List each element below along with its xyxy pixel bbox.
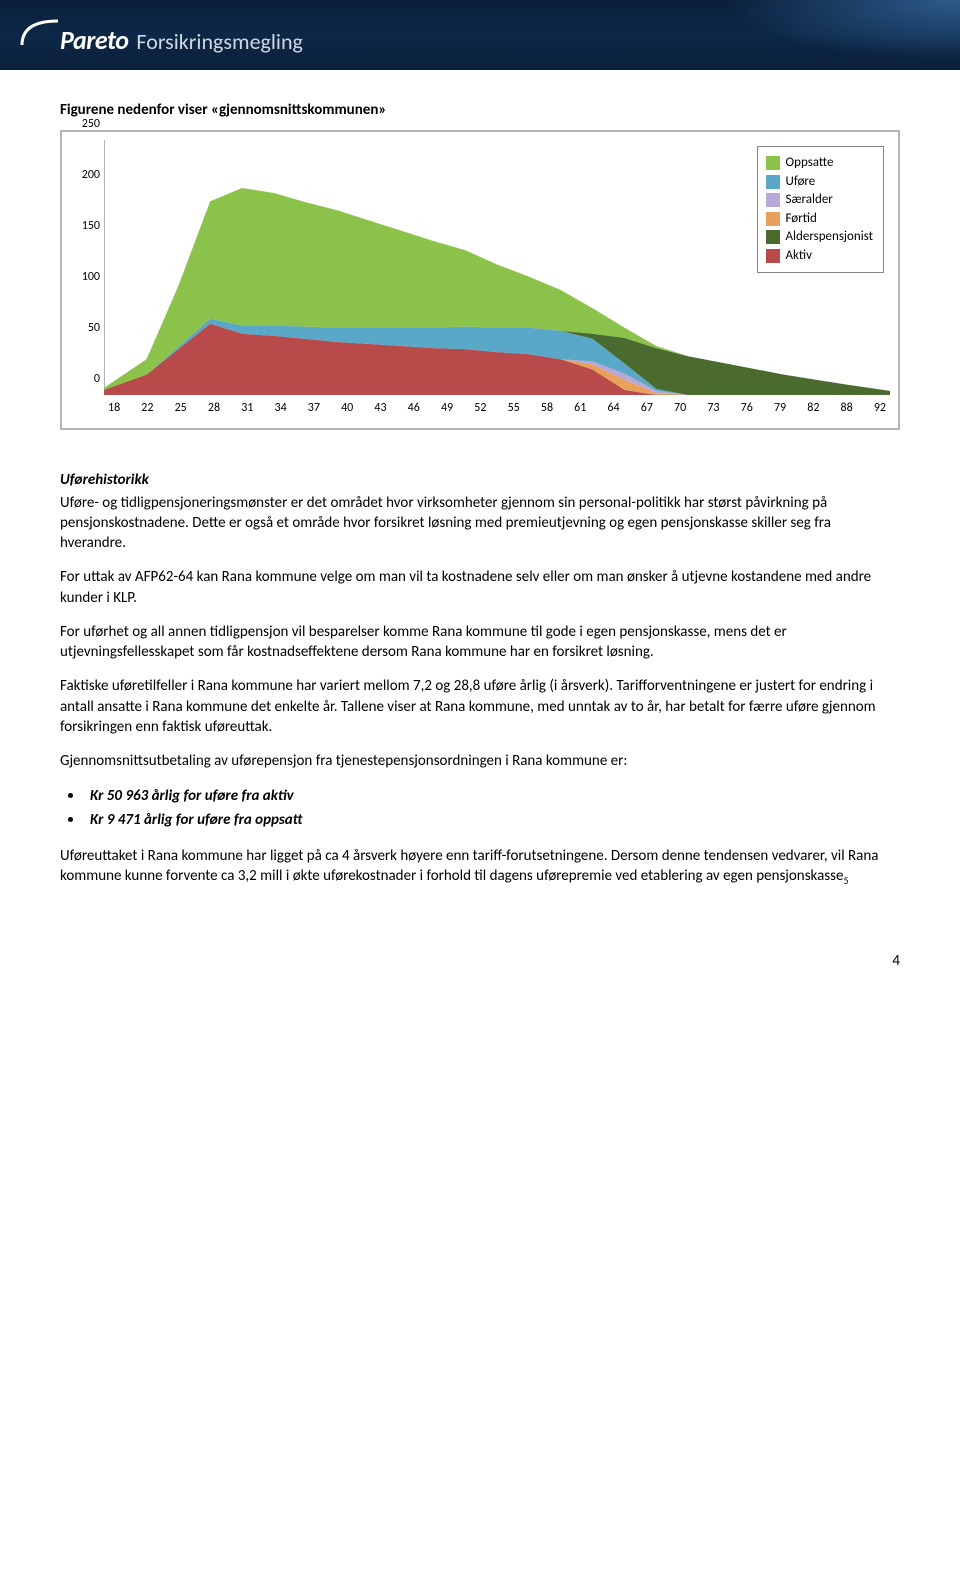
legend-item: Aktiv xyxy=(766,247,873,265)
x-tick-label: 70 xyxy=(674,400,686,420)
y-tick-label: 250 xyxy=(82,116,100,132)
legend-swatch xyxy=(766,212,780,226)
x-tick-label: 25 xyxy=(175,400,187,420)
x-tick-label: 64 xyxy=(607,400,619,420)
y-tick-label: 150 xyxy=(82,218,100,234)
y-tick-label: 0 xyxy=(94,371,100,387)
x-tick-label: 52 xyxy=(474,400,486,420)
x-tick-label: 76 xyxy=(741,400,753,420)
legend-label: Aktiv xyxy=(786,247,812,265)
legend-item: Alderspensjonist xyxy=(766,228,873,246)
x-tick-label: 61 xyxy=(574,400,586,420)
x-tick-label: 43 xyxy=(374,400,386,420)
paragraph-5: Gjennomsnittsutbetaling av uførepensjon … xyxy=(60,751,900,771)
legend-label: Uføre xyxy=(786,173,816,191)
page-content: Figurene nedenfor viser «gjennomsnittsko… xyxy=(0,70,960,942)
bullet-2: Kr 9 471 årlig for uføre fra oppsatt xyxy=(84,809,900,830)
footnote-marker: 5 xyxy=(844,874,849,887)
x-tick-label: 92 xyxy=(874,400,886,420)
legend-label: Førtid xyxy=(786,210,817,228)
chart-container: 050100150200250 182225283134374043464952… xyxy=(60,130,900,430)
x-tick-label: 88 xyxy=(841,400,853,420)
x-tick-label: 18 xyxy=(108,400,120,420)
y-tick-label: 100 xyxy=(82,269,100,285)
bullet-1: Kr 50 963 årlig for uføre fra aktiv xyxy=(84,785,900,806)
chart-legend: OppsatteUføreSæralderFørtidAlderspensjon… xyxy=(757,146,884,272)
brand-name-bold: Pareto xyxy=(60,24,128,56)
legend-swatch xyxy=(766,156,780,170)
paragraph-1: Uføre- og tidligpensjoneringsmønster er … xyxy=(60,493,900,554)
x-tick-label: 79 xyxy=(774,400,786,420)
x-tick-label: 67 xyxy=(641,400,653,420)
x-tick-label: 55 xyxy=(508,400,520,420)
chart-y-axis: 050100150200250 xyxy=(70,140,104,395)
x-tick-label: 73 xyxy=(707,400,719,420)
x-tick-label: 28 xyxy=(208,400,220,420)
x-tick-label: 22 xyxy=(141,400,153,420)
y-tick-label: 200 xyxy=(82,167,100,183)
logo-arc-icon xyxy=(20,15,60,49)
x-tick-label: 58 xyxy=(541,400,553,420)
paragraph-6-text: Uføreuttaket i Rana kommune har ligget p… xyxy=(60,847,878,885)
paragraph-3: For uførhet og all annen tidligpensjon v… xyxy=(60,622,900,663)
section-title: Figurene nedenfor viser «gjennomsnittsko… xyxy=(60,100,900,120)
legend-item: Oppsatte xyxy=(766,154,873,172)
x-tick-label: 37 xyxy=(308,400,320,420)
legend-item: Særalder xyxy=(766,191,873,209)
x-tick-label: 34 xyxy=(274,400,286,420)
chart-x-axis: 18 22 25 28 31 34 37 40 43 46 49 52 55 58 61 64 67 70 73 76… xyxy=(104,400,890,420)
legend-swatch xyxy=(766,193,780,207)
x-tick-label: 49 xyxy=(441,400,453,420)
brand-name-light: Forsikringsmegling xyxy=(136,28,302,55)
legend-label: Særalder xyxy=(786,191,833,209)
bullet-list: Kr 50 963 årlig for uføre fra aktiv Kr 9… xyxy=(84,785,900,830)
legend-swatch xyxy=(766,230,780,244)
page-number: 4 xyxy=(0,942,960,1000)
legend-label: Oppsatte xyxy=(786,154,834,172)
brand-logo: Pareto Forsikringsmegling xyxy=(20,15,303,56)
paragraph-2: For uttak av AFP62-64 kan Rana kommune v… xyxy=(60,567,900,608)
legend-swatch xyxy=(766,249,780,263)
legend-swatch xyxy=(766,175,780,189)
x-tick-label: 82 xyxy=(807,400,819,420)
paragraph-6: Uføreuttaket i Rana kommune har ligget p… xyxy=(60,846,900,888)
header-banner: Pareto Forsikringsmegling xyxy=(0,0,960,70)
x-tick-label: 31 xyxy=(241,400,253,420)
subheading-uforehistorikk: Uførehistorikk xyxy=(60,470,900,490)
x-tick-label: 40 xyxy=(341,400,353,420)
legend-item: Uføre xyxy=(766,173,873,191)
legend-label: Alderspensjonist xyxy=(786,228,873,246)
y-tick-label: 50 xyxy=(88,320,100,336)
chart: 050100150200250 182225283134374043464952… xyxy=(70,140,890,420)
x-tick-label: 46 xyxy=(408,400,420,420)
legend-item: Førtid xyxy=(766,210,873,228)
paragraph-4: Faktiske uføretilfeller i Rana kommune h… xyxy=(60,676,900,737)
